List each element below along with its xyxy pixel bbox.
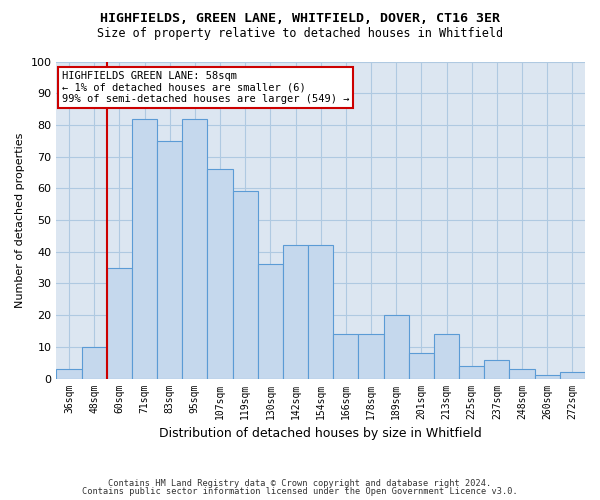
Bar (157, 141, 182, 378)
Bar (484, 360, 509, 378)
Text: Size of property relative to detached houses in Whitfield: Size of property relative to detached ho… (97, 28, 503, 40)
Bar (56, 369, 82, 378)
Bar (308, 246, 333, 378)
Y-axis label: Number of detached properties: Number of detached properties (15, 132, 25, 308)
Bar (182, 118, 208, 378)
Bar (208, 170, 233, 378)
Bar (258, 264, 283, 378)
X-axis label: Distribution of detached houses by size in Whitfield: Distribution of detached houses by size … (160, 427, 482, 440)
Bar (535, 376, 560, 378)
Bar (434, 334, 459, 378)
Bar (459, 366, 484, 378)
Text: HIGHFIELDS, GREEN LANE, WHITFIELD, DOVER, CT16 3ER: HIGHFIELDS, GREEN LANE, WHITFIELD, DOVER… (100, 12, 500, 26)
Bar (107, 268, 132, 378)
Bar (233, 192, 258, 378)
Text: Contains public sector information licensed under the Open Government Licence v3: Contains public sector information licen… (82, 487, 518, 496)
Bar (82, 347, 107, 378)
Bar (509, 369, 535, 378)
Bar (283, 246, 308, 378)
Bar (409, 353, 434, 378)
Bar (358, 334, 383, 378)
Bar (560, 372, 585, 378)
Text: HIGHFIELDS GREEN LANE: 58sqm
← 1% of detached houses are smaller (6)
99% of semi: HIGHFIELDS GREEN LANE: 58sqm ← 1% of det… (62, 71, 349, 104)
Text: Contains HM Land Registry data © Crown copyright and database right 2024.: Contains HM Land Registry data © Crown c… (109, 478, 491, 488)
Bar (132, 118, 157, 378)
Bar (333, 334, 358, 378)
Bar (383, 315, 409, 378)
